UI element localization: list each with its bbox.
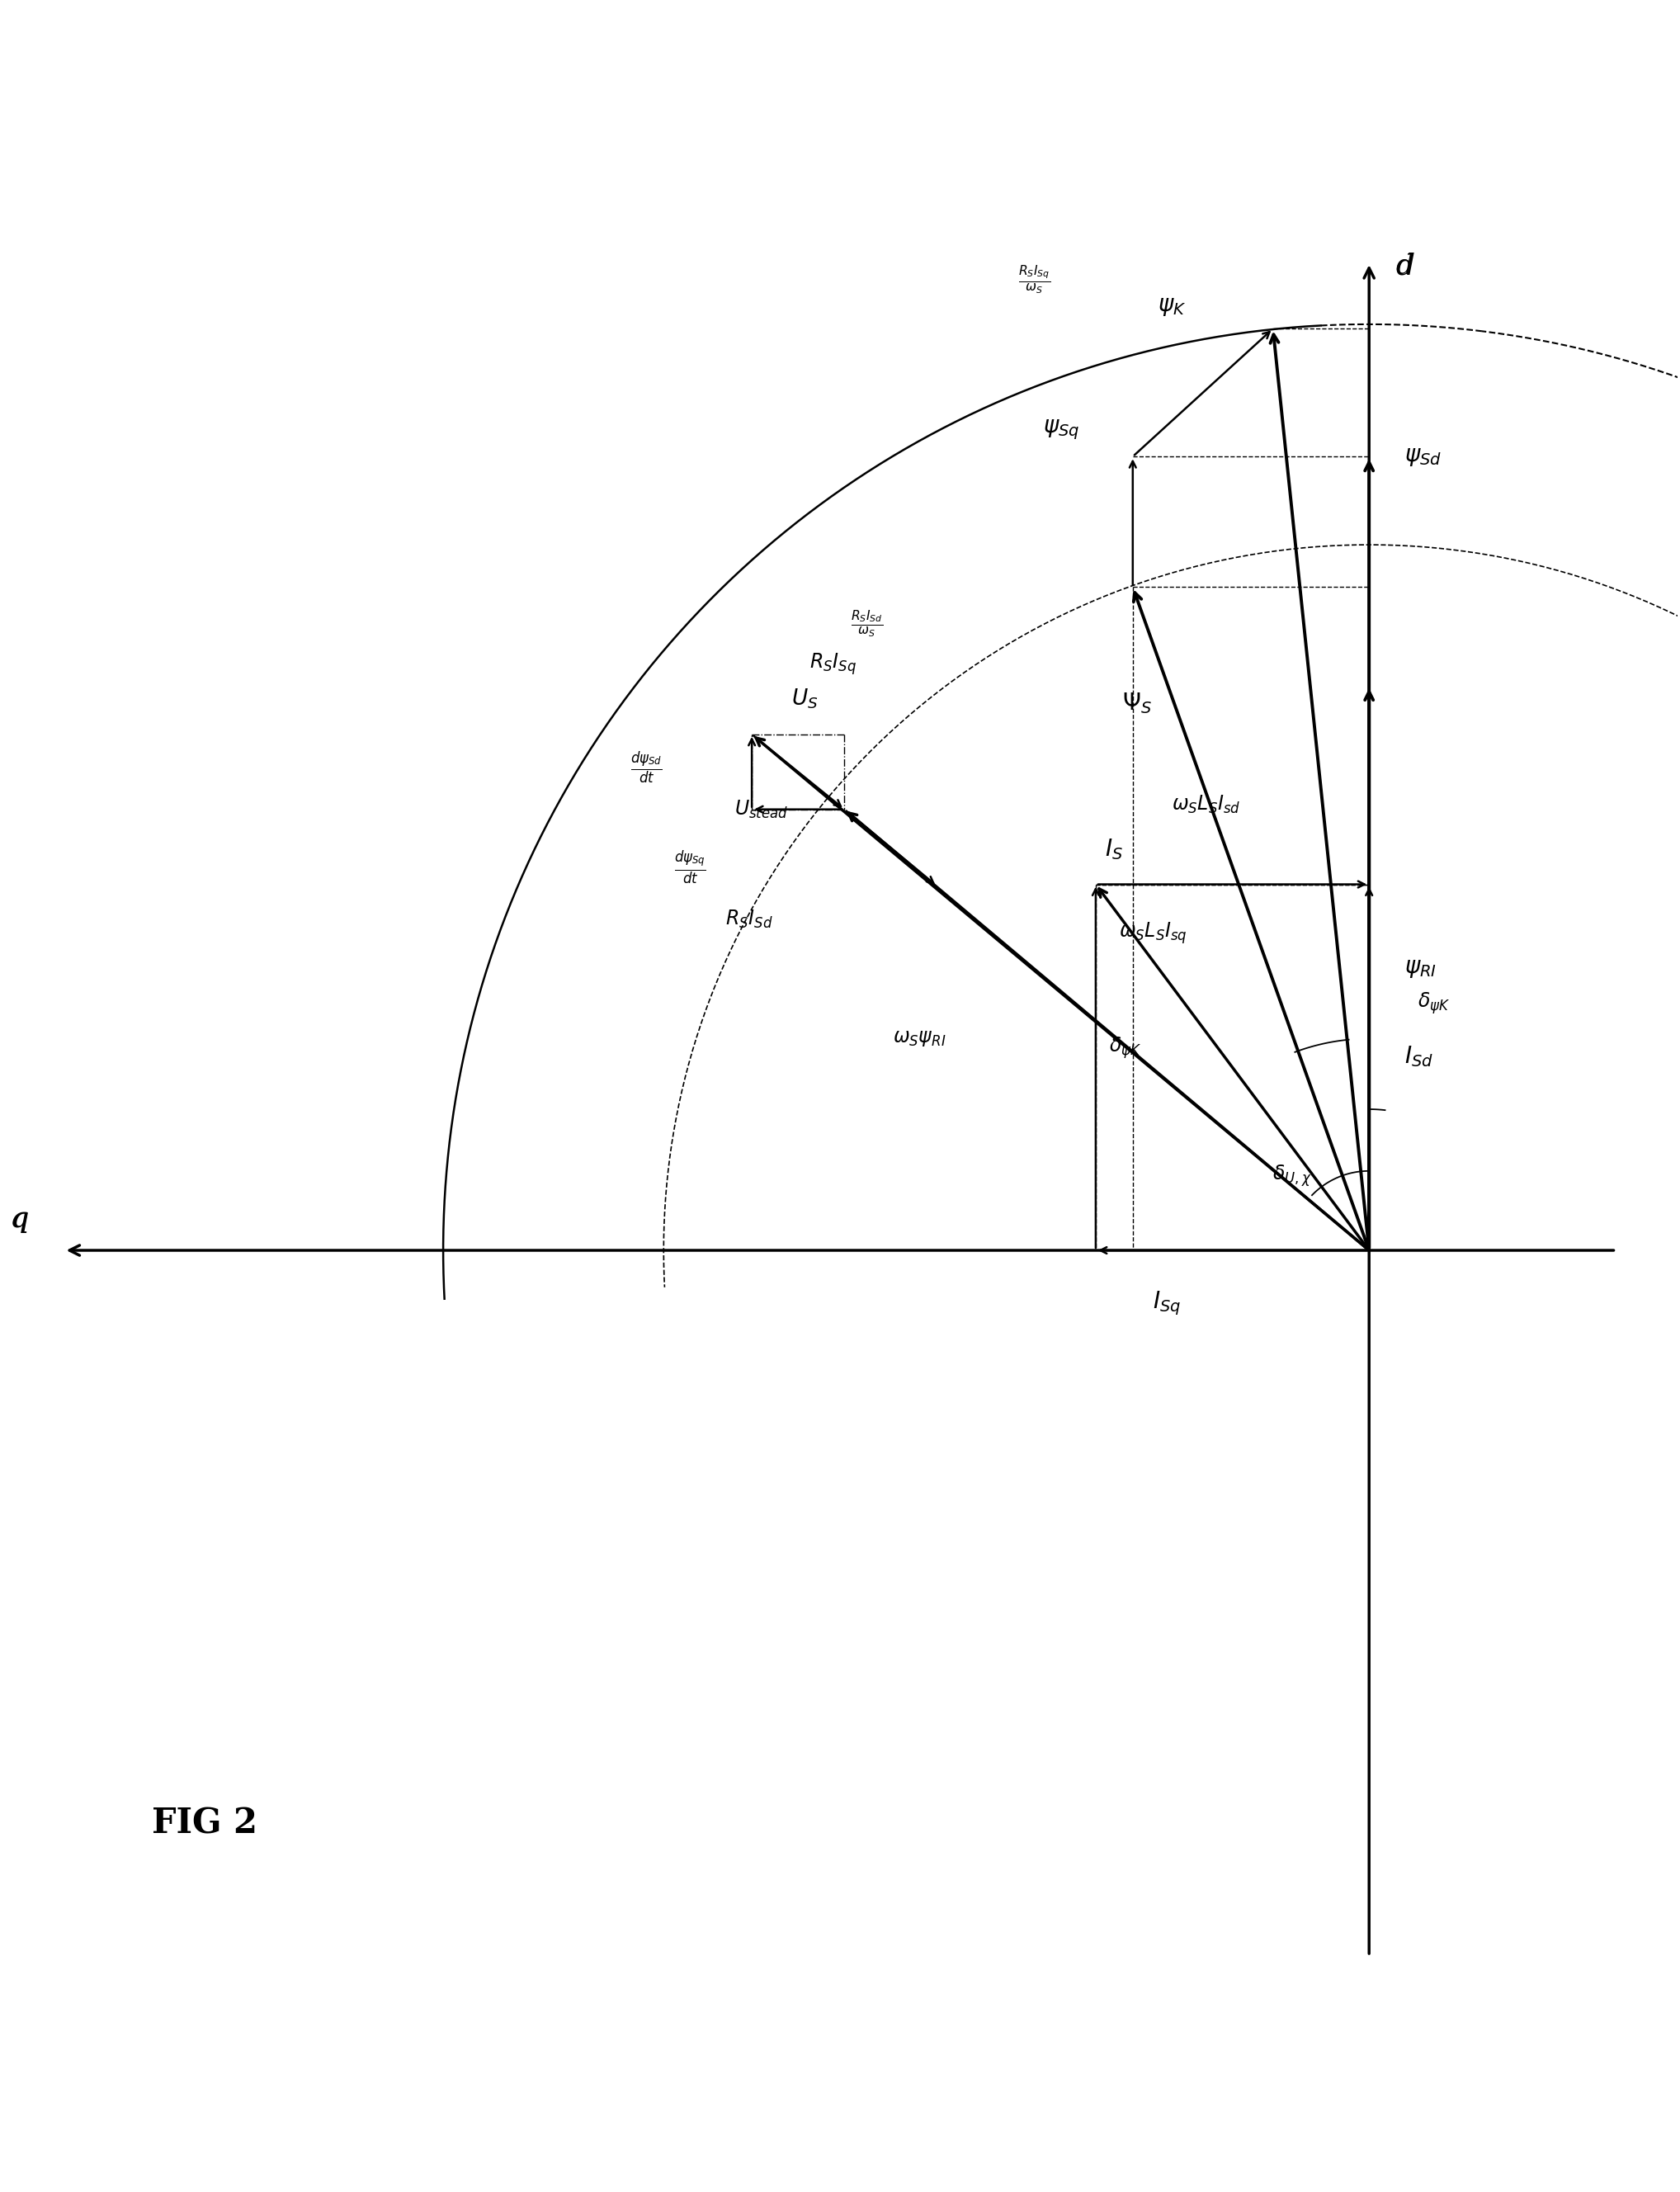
Text: $\psi_{Sq}$: $\psi_{Sq}$ bbox=[1043, 419, 1079, 443]
Text: $\psi_K$: $\psi_K$ bbox=[1158, 296, 1186, 318]
Text: $I_{Sq}$: $I_{Sq}$ bbox=[1152, 1289, 1181, 1317]
Text: $I_S$: $I_S$ bbox=[1104, 837, 1122, 861]
Text: $\frac{d\psi_{Sd}}{dt}$: $\frac{d\psi_{Sd}}{dt}$ bbox=[630, 750, 662, 785]
Text: $\frac{d\psi_{Sq}}{dt}$: $\frac{d\psi_{Sq}}{dt}$ bbox=[674, 848, 706, 886]
Text: $\omega_SL_SI_{sd}$: $\omega_SL_SI_{sd}$ bbox=[1171, 794, 1240, 815]
Text: $\psi_{Sd}$: $\psi_{Sd}$ bbox=[1404, 445, 1441, 467]
Text: $R_SI_{Sd}$: $R_SI_{Sd}$ bbox=[726, 910, 773, 929]
Text: $\omega_SL_SI_{sq}$: $\omega_SL_SI_{sq}$ bbox=[1119, 921, 1188, 945]
Text: $U_{stead}$: $U_{stead}$ bbox=[734, 798, 788, 820]
Text: $I_{Sd}$: $I_{Sd}$ bbox=[1404, 1043, 1433, 1070]
Text: FIG 2: FIG 2 bbox=[153, 1806, 257, 1841]
Text: q: q bbox=[10, 1206, 29, 1232]
Text: $R_SI_{Sq}$: $R_SI_{Sq}$ bbox=[810, 651, 857, 677]
Text: $\delta_{\psi K}$: $\delta_{\psi K}$ bbox=[1109, 1035, 1141, 1061]
Text: $\delta_{U,\chi}$: $\delta_{U,\chi}$ bbox=[1272, 1162, 1310, 1188]
Text: $\frac{R_SI_{Sd}}{\omega_S}$: $\frac{R_SI_{Sd}}{\omega_S}$ bbox=[850, 609, 882, 640]
Text: $\frac{R_SI_{Sq}}{\omega_S}$: $\frac{R_SI_{Sq}}{\omega_S}$ bbox=[1018, 263, 1050, 296]
Text: $\omega_S\psi_{RI}$: $\omega_S\psi_{RI}$ bbox=[892, 1030, 946, 1048]
Text: d: d bbox=[1396, 252, 1415, 281]
Text: d: d bbox=[1396, 254, 1413, 281]
Text: $\delta_{\psi K}$: $\delta_{\psi K}$ bbox=[1418, 991, 1450, 1017]
Text: q: q bbox=[12, 1206, 29, 1232]
Text: $\Psi_S$: $\Psi_S$ bbox=[1122, 690, 1152, 717]
Text: $U_S$: $U_S$ bbox=[791, 688, 818, 710]
Text: $\psi_{RI}$: $\psi_{RI}$ bbox=[1404, 958, 1436, 980]
